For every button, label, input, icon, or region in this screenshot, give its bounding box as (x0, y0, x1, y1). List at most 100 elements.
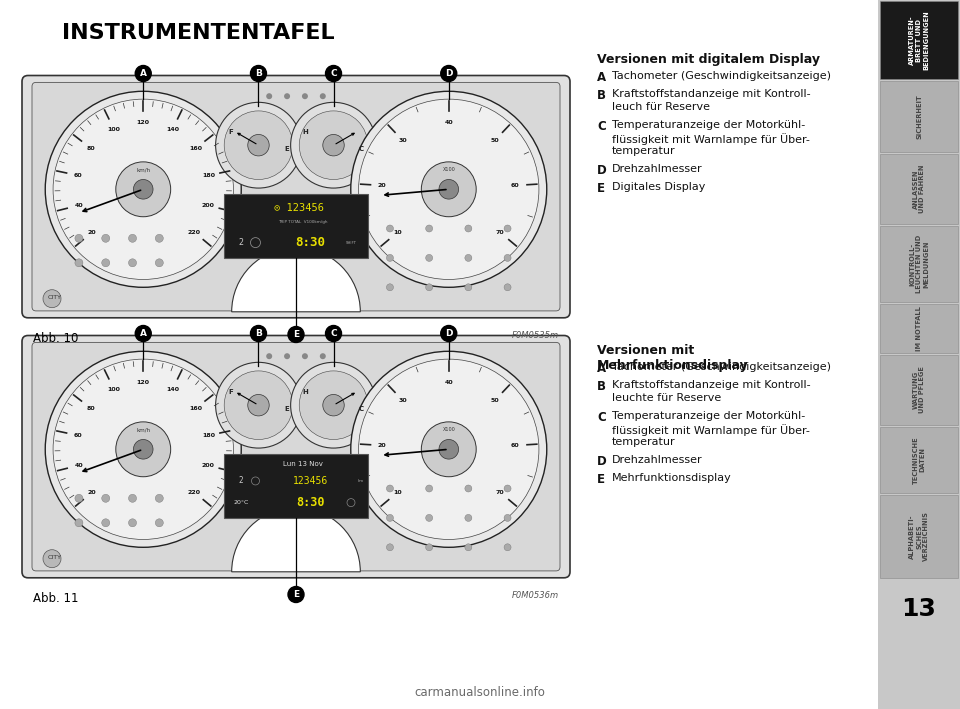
Text: A: A (140, 329, 147, 338)
Circle shape (248, 135, 269, 156)
Bar (880, 304, 958, 353)
Text: 60: 60 (74, 433, 83, 438)
Text: 140: 140 (166, 127, 179, 132)
Circle shape (425, 255, 433, 262)
Circle shape (504, 485, 511, 492)
Text: 100: 100 (108, 127, 120, 132)
Text: Abb. 10: Abb. 10 (33, 333, 79, 345)
Text: E: E (284, 406, 289, 413)
Circle shape (75, 519, 83, 527)
Circle shape (288, 586, 304, 603)
Text: 8:30: 8:30 (297, 496, 324, 509)
Circle shape (291, 102, 376, 188)
Circle shape (53, 99, 233, 279)
Circle shape (156, 494, 163, 502)
Circle shape (320, 93, 325, 99)
Text: 20: 20 (378, 183, 387, 188)
Text: Abb. 11: Abb. 11 (33, 593, 79, 605)
Text: C: C (359, 406, 364, 413)
Text: 220: 220 (188, 490, 201, 495)
Text: A: A (140, 69, 147, 78)
Circle shape (225, 111, 293, 179)
Circle shape (116, 162, 171, 217)
Text: 13: 13 (901, 597, 936, 621)
Circle shape (425, 485, 433, 492)
Circle shape (325, 325, 342, 342)
Bar (880, 1, 958, 79)
Text: 60: 60 (511, 183, 519, 188)
Circle shape (387, 225, 394, 232)
Text: 123456: 123456 (293, 476, 328, 486)
Text: SICHERHEIT: SICHERHEIT (916, 94, 922, 139)
Circle shape (465, 255, 472, 262)
Circle shape (439, 179, 459, 199)
Circle shape (425, 515, 433, 521)
Circle shape (387, 284, 394, 291)
Text: km/h: km/h (136, 428, 151, 432)
Text: X100: X100 (443, 167, 455, 172)
Circle shape (387, 544, 394, 551)
Text: 80: 80 (86, 146, 95, 151)
Text: 70: 70 (495, 230, 504, 235)
Circle shape (133, 179, 153, 199)
Circle shape (425, 544, 433, 551)
Text: Lun 13 Nov: Lun 13 Nov (283, 462, 324, 467)
FancyBboxPatch shape (32, 82, 560, 311)
Text: Versionen mit
Mehrfunktionsdisplay: Versionen mit Mehrfunktionsdisplay (597, 344, 749, 372)
Circle shape (441, 325, 457, 342)
Text: F: F (228, 389, 233, 396)
Text: 2: 2 (239, 476, 243, 486)
Text: ANLASSEN
UND FAHREN: ANLASSEN UND FAHREN (913, 164, 925, 213)
Circle shape (325, 65, 342, 82)
Bar (880, 226, 958, 302)
Text: D: D (445, 69, 452, 78)
Text: Mehrfunktionsdisplay: Mehrfunktionsdisplay (612, 473, 732, 483)
Circle shape (425, 225, 433, 232)
Text: 200: 200 (202, 203, 214, 208)
Text: X100: X100 (443, 428, 455, 432)
Text: ⊙ 123456: ⊙ 123456 (274, 203, 324, 213)
Circle shape (465, 515, 472, 521)
Circle shape (291, 362, 376, 448)
Text: A: A (597, 362, 606, 375)
Text: B: B (597, 89, 606, 102)
Circle shape (43, 290, 61, 308)
Text: Versionen mit digitalem Display: Versionen mit digitalem Display (597, 53, 820, 66)
Circle shape (129, 519, 136, 527)
Circle shape (504, 284, 511, 291)
Circle shape (421, 162, 476, 217)
Text: Tachometer (Geschwindigkeitsanzeige): Tachometer (Geschwindigkeitsanzeige) (612, 71, 831, 81)
Circle shape (387, 515, 394, 521)
Text: 30: 30 (398, 398, 407, 403)
Text: C: C (359, 147, 364, 152)
Circle shape (266, 353, 273, 359)
Circle shape (156, 259, 163, 267)
Text: WARTUNG
UND PFLEGE: WARTUNG UND PFLEGE (913, 367, 925, 413)
Text: H: H (302, 129, 308, 135)
Text: 160: 160 (189, 146, 203, 151)
Circle shape (225, 371, 293, 440)
Text: Kraftstoffstandanzeige mit Kontroll-: Kraftstoffstandanzeige mit Kontroll- (612, 380, 810, 390)
Text: F0M0536m: F0M0536m (512, 591, 559, 600)
Text: 20: 20 (88, 230, 97, 235)
Circle shape (45, 351, 241, 547)
Circle shape (75, 259, 83, 267)
Circle shape (75, 234, 83, 242)
Text: A: A (597, 71, 606, 84)
Circle shape (439, 440, 459, 459)
Bar (880, 495, 958, 578)
Circle shape (156, 519, 163, 527)
Text: 20°C: 20°C (233, 500, 249, 505)
Text: flüssigkeit mit Warnlampe für Über-: flüssigkeit mit Warnlampe für Über- (612, 424, 810, 436)
Bar (878, 0, 960, 709)
Circle shape (43, 549, 61, 568)
FancyBboxPatch shape (22, 75, 570, 318)
Text: B: B (597, 380, 606, 393)
Circle shape (300, 111, 368, 179)
Text: TRIP TOTAL  V100km/gh: TRIP TOTAL V100km/gh (278, 220, 328, 224)
Circle shape (359, 359, 539, 540)
Text: 180: 180 (202, 173, 215, 178)
Text: INSTRUMENTENTAFEL: INSTRUMENTENTAFEL (62, 23, 335, 43)
Circle shape (504, 225, 511, 232)
Bar (880, 81, 958, 152)
